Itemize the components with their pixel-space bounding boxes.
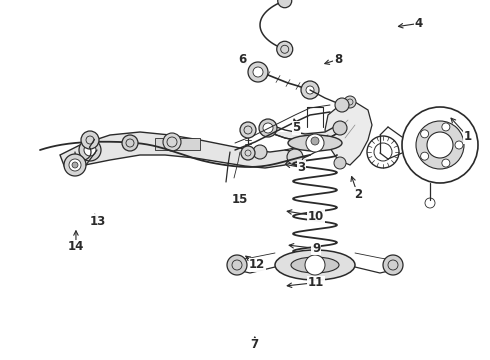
Circle shape xyxy=(72,162,78,168)
Circle shape xyxy=(278,0,292,8)
Circle shape xyxy=(69,159,81,171)
Text: 6: 6 xyxy=(239,53,246,66)
Circle shape xyxy=(420,152,429,160)
Polygon shape xyxy=(155,138,172,150)
Text: 10: 10 xyxy=(308,210,324,222)
Polygon shape xyxy=(60,132,295,168)
Circle shape xyxy=(301,81,319,99)
Polygon shape xyxy=(175,138,200,150)
Circle shape xyxy=(442,123,450,131)
Circle shape xyxy=(81,131,99,149)
Circle shape xyxy=(227,255,247,275)
Circle shape xyxy=(305,255,325,275)
Circle shape xyxy=(163,133,181,151)
Text: 14: 14 xyxy=(68,240,84,253)
Circle shape xyxy=(64,154,86,176)
Ellipse shape xyxy=(288,135,342,151)
Text: 9: 9 xyxy=(312,242,320,255)
Text: 1: 1 xyxy=(464,130,472,143)
Circle shape xyxy=(259,119,277,137)
Circle shape xyxy=(333,121,347,135)
Circle shape xyxy=(344,96,356,108)
Circle shape xyxy=(383,255,403,275)
Circle shape xyxy=(248,62,268,82)
Circle shape xyxy=(334,157,346,169)
Circle shape xyxy=(416,121,464,169)
Circle shape xyxy=(84,144,96,156)
Circle shape xyxy=(253,145,267,159)
Text: 12: 12 xyxy=(249,258,266,271)
Circle shape xyxy=(241,146,255,160)
Circle shape xyxy=(79,139,101,161)
Circle shape xyxy=(442,159,450,167)
Polygon shape xyxy=(325,102,372,165)
Text: 8: 8 xyxy=(334,53,342,66)
Circle shape xyxy=(335,98,349,112)
Polygon shape xyxy=(268,132,340,142)
Text: 15: 15 xyxy=(232,193,248,206)
Text: 13: 13 xyxy=(90,215,106,228)
Ellipse shape xyxy=(291,257,339,273)
Circle shape xyxy=(427,132,453,158)
Circle shape xyxy=(311,137,319,145)
Circle shape xyxy=(306,86,314,94)
Circle shape xyxy=(253,67,263,77)
Text: 5: 5 xyxy=(293,121,300,134)
Ellipse shape xyxy=(275,250,355,280)
Text: 4: 4 xyxy=(415,17,423,30)
Circle shape xyxy=(277,41,293,57)
Circle shape xyxy=(263,123,273,133)
Circle shape xyxy=(287,149,303,165)
Circle shape xyxy=(240,122,256,138)
Text: 7: 7 xyxy=(251,338,259,351)
Circle shape xyxy=(420,130,429,138)
Text: 3: 3 xyxy=(297,161,305,174)
Text: 11: 11 xyxy=(308,276,324,289)
Text: 2: 2 xyxy=(354,188,362,201)
Circle shape xyxy=(306,134,324,152)
Circle shape xyxy=(455,141,463,149)
Circle shape xyxy=(122,135,138,151)
